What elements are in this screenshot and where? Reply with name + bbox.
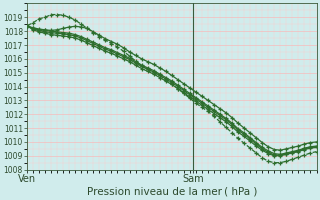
X-axis label: Pression niveau de la mer ( hPa ): Pression niveau de la mer ( hPa ) bbox=[87, 187, 257, 197]
